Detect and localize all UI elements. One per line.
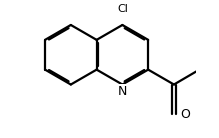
Text: Cl: Cl xyxy=(117,4,128,14)
Text: N: N xyxy=(118,85,127,98)
Text: O: O xyxy=(180,108,190,121)
